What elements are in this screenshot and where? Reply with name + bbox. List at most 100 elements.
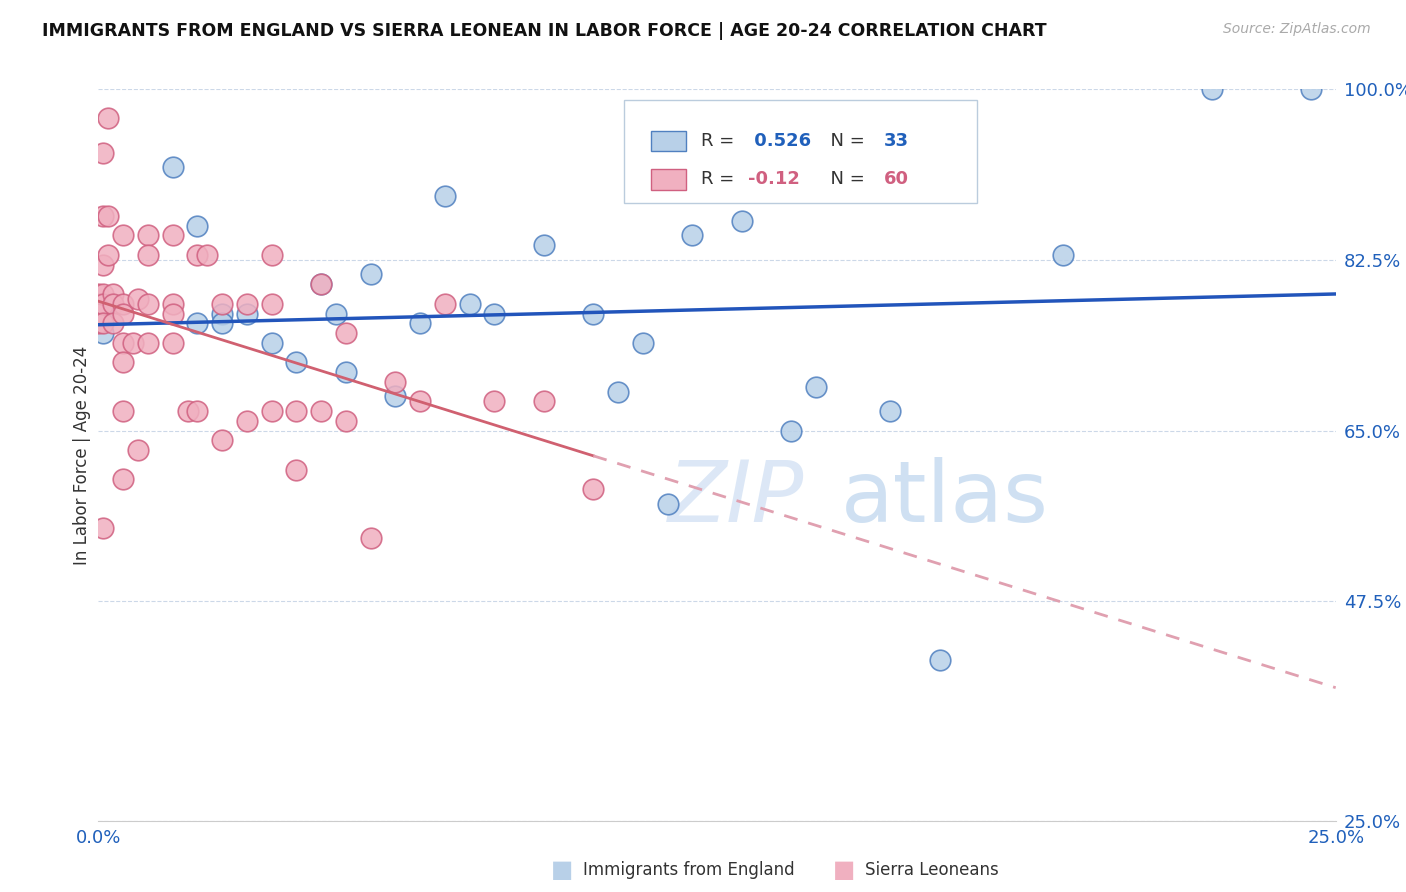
Point <box>136 297 159 311</box>
Point <box>409 316 432 330</box>
Text: IMMIGRANTS FROM ENGLAND VS SIERRA LEONEAN IN LABOR FORCE | AGE 20-24 CORRELATION: IMMIGRANTS FROM ENGLAND VS SIERRA LEONEA… <box>42 22 1047 40</box>
Point <box>260 248 283 262</box>
Text: N =: N = <box>818 170 870 188</box>
Point <box>804 379 827 393</box>
Text: R =: R = <box>702 132 740 150</box>
FancyBboxPatch shape <box>651 130 686 151</box>
Point <box>309 277 332 292</box>
Point <box>87 306 110 320</box>
Point <box>236 306 259 320</box>
Point <box>533 238 555 252</box>
Point <box>1299 82 1322 96</box>
Point <box>285 404 308 418</box>
Point <box>607 384 630 399</box>
Point <box>309 277 332 292</box>
Text: 0.526: 0.526 <box>748 132 811 150</box>
Point <box>87 287 110 301</box>
Point <box>186 219 208 233</box>
Text: Sierra Leoneans: Sierra Leoneans <box>865 861 998 879</box>
Point <box>409 394 432 409</box>
Point <box>93 521 115 535</box>
Point <box>93 297 115 311</box>
Point <box>93 316 115 330</box>
Text: ■: ■ <box>832 858 855 881</box>
Point <box>112 228 135 243</box>
Point <box>260 404 283 418</box>
Point <box>211 306 233 320</box>
Point <box>211 297 233 311</box>
Point <box>97 248 120 262</box>
Point <box>112 404 135 418</box>
Text: N =: N = <box>818 132 870 150</box>
Point <box>122 335 145 350</box>
Point <box>162 160 184 174</box>
Point <box>211 434 233 448</box>
Point <box>93 258 115 272</box>
Point <box>112 306 135 320</box>
Point <box>136 228 159 243</box>
Point <box>928 653 950 667</box>
Point <box>186 316 208 330</box>
Point <box>211 316 233 330</box>
Point <box>112 472 135 486</box>
Text: 60: 60 <box>884 170 910 188</box>
Point <box>112 335 135 350</box>
Point <box>731 214 754 228</box>
Point <box>87 316 110 330</box>
Point <box>93 326 115 340</box>
Point <box>335 326 357 340</box>
Text: ■: ■ <box>551 858 574 881</box>
Point <box>136 335 159 350</box>
Point <box>93 145 115 160</box>
Point <box>879 404 901 418</box>
Point <box>433 297 456 311</box>
Point <box>136 248 159 262</box>
Y-axis label: In Labor Force | Age 20-24: In Labor Force | Age 20-24 <box>73 345 91 565</box>
Point <box>162 335 184 350</box>
Point <box>87 306 110 320</box>
Point <box>97 112 120 126</box>
Point <box>112 297 135 311</box>
Point <box>433 189 456 203</box>
Text: Source: ZipAtlas.com: Source: ZipAtlas.com <box>1223 22 1371 37</box>
Point <box>360 268 382 282</box>
Point <box>162 297 184 311</box>
Text: Immigrants from England: Immigrants from England <box>583 861 796 879</box>
Point <box>384 389 406 403</box>
Point <box>97 209 120 223</box>
Point <box>335 414 357 428</box>
Point <box>195 248 218 262</box>
Point <box>1052 248 1074 262</box>
Point <box>260 297 283 311</box>
Point <box>103 316 125 330</box>
Point <box>309 404 332 418</box>
Point <box>285 462 308 476</box>
Point <box>582 306 605 320</box>
Point <box>162 306 184 320</box>
Point <box>176 404 198 418</box>
Text: -0.12: -0.12 <box>748 170 800 188</box>
Point <box>458 297 481 311</box>
Point <box>103 297 125 311</box>
Point <box>582 482 605 496</box>
Point <box>93 209 115 223</box>
Point <box>360 531 382 545</box>
Point <box>1201 82 1223 96</box>
Point <box>87 297 110 311</box>
Point <box>186 404 208 418</box>
FancyBboxPatch shape <box>651 169 686 190</box>
Point <box>325 306 347 320</box>
Point <box>484 394 506 409</box>
Point <box>657 497 679 511</box>
Text: ZIP: ZIP <box>668 458 804 541</box>
Point <box>162 228 184 243</box>
Point <box>631 335 654 350</box>
Point <box>260 335 283 350</box>
Point <box>103 287 125 301</box>
Point <box>780 424 803 438</box>
Point <box>335 365 357 379</box>
Text: R =: R = <box>702 170 740 188</box>
Point <box>127 292 149 306</box>
Point <box>127 443 149 458</box>
FancyBboxPatch shape <box>624 100 977 202</box>
